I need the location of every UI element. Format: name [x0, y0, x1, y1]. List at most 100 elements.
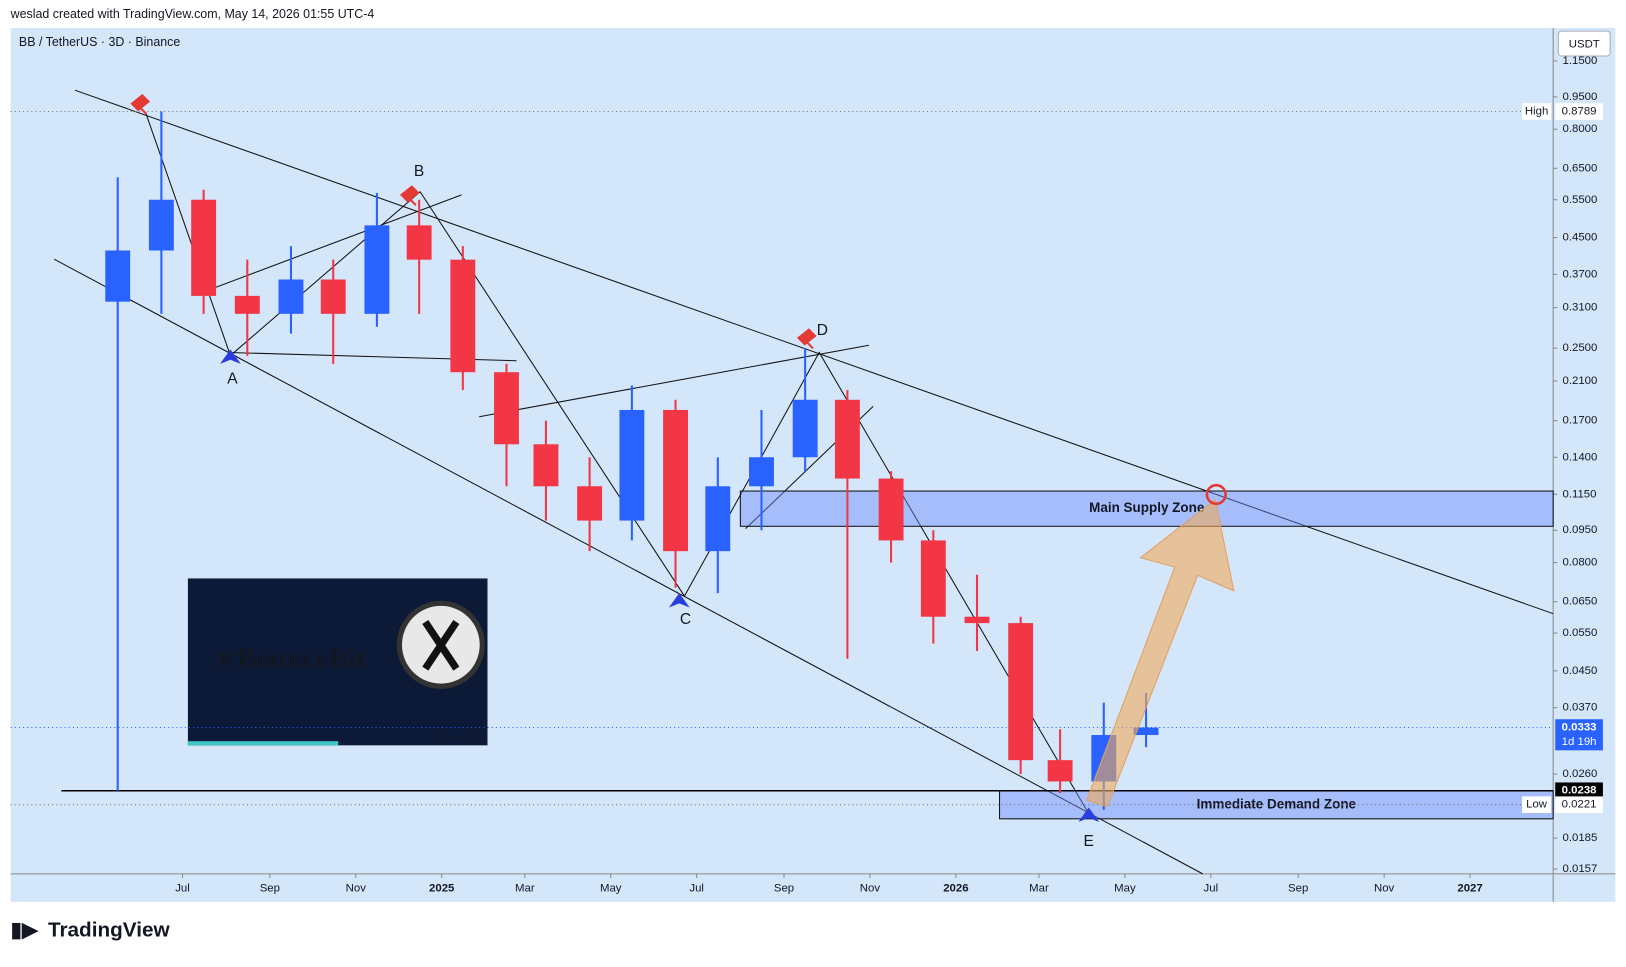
y-tick-label: 0.0650: [1562, 596, 1597, 608]
y-tick-label: 0.1400: [1562, 451, 1597, 463]
trendline: [479, 344, 870, 418]
y-tick-label: 0.6500: [1562, 162, 1597, 174]
price-line-box: [1555, 103, 1603, 120]
trendline: [53, 258, 1204, 875]
price-line-tag: [1522, 796, 1552, 813]
projection-arrow: [1085, 498, 1235, 808]
y-tick-label: 0.0260: [1562, 768, 1597, 780]
y-tick-label: 0.3100: [1562, 302, 1597, 314]
price-line-name: High: [1525, 106, 1548, 118]
currency-box[interactable]: [1557, 30, 1611, 57]
countdown: 1d 19h: [1562, 736, 1597, 748]
logo-image: BounceBit ✕ @ OG Analyst: [187, 578, 488, 746]
buy-marker: [668, 592, 690, 608]
x-tick-label: Nov: [346, 882, 367, 894]
candle-body: [834, 399, 860, 479]
y-tick-label: 0.0800: [1562, 557, 1597, 569]
zone-label: Main Supply Zone: [1089, 500, 1205, 515]
trendline: [193, 194, 462, 296]
candle-body: [320, 279, 346, 314]
candle-body: [705, 486, 731, 552]
y-tick-label: 0.0450: [1562, 665, 1597, 677]
price-line-tag: [1522, 103, 1552, 120]
sell-marker: [399, 185, 420, 206]
price-line-name: Low: [1526, 799, 1548, 811]
x-tick-label: Sep: [1288, 882, 1308, 894]
candle-body: [1008, 623, 1034, 761]
footer-mark: ▮▶: [11, 918, 39, 941]
y-tick-label: 0.3700: [1562, 268, 1597, 280]
y-tick-label: 0.0157: [1562, 863, 1597, 875]
candle-body: [1047, 760, 1073, 782]
y-tick-label: 0.0550: [1562, 627, 1597, 639]
candle-body: [278, 279, 304, 314]
logo-credit: @ OG Analyst: [438, 734, 484, 743]
x-tick-label: Sep: [260, 882, 280, 894]
y-tick-label: 0.9500: [1562, 91, 1597, 103]
currency: USDT: [1569, 39, 1600, 51]
x-tick-label: Sep: [774, 882, 794, 894]
logo-text: BounceBit: [237, 643, 366, 675]
zone-label: Immediate Demand Zone: [1197, 796, 1357, 811]
y-tick-label: 0.1700: [1562, 415, 1597, 427]
candle-body: [494, 372, 519, 445]
current-price-box: [1555, 719, 1603, 751]
y-tick-label: 0.2500: [1562, 342, 1597, 354]
price-line-value: 0.0221: [1562, 799, 1597, 811]
candle-body: [663, 409, 688, 552]
candle-body: [749, 457, 774, 487]
candle-body: [878, 478, 904, 541]
sell-marker: [130, 93, 151, 115]
y-tick-label: 0.0950: [1562, 524, 1597, 536]
candle-body: [364, 225, 390, 314]
x-tick-label: 2027: [1457, 882, 1482, 894]
candle-body: [577, 486, 603, 521]
header: weslad created with TradingView.com, May…: [10, 7, 375, 21]
target-icon: [1205, 483, 1227, 506]
x-tick-label: Nov: [860, 882, 881, 894]
current-price: 0.0333: [1562, 722, 1597, 734]
point-label: B: [414, 163, 424, 180]
support-label-box: [1555, 782, 1603, 800]
logo-x: ✕: [215, 646, 236, 674]
point-label: E: [1084, 833, 1094, 850]
y-tick-label: 0.0370: [1562, 702, 1597, 714]
y-tick-label: 0.2100: [1562, 375, 1597, 387]
x-tick-label: Jul: [175, 882, 190, 894]
candle-body: [533, 444, 559, 487]
candle-body: [406, 225, 432, 260]
candle-body: [191, 199, 217, 296]
candle-body: [148, 199, 174, 251]
x-tick-label: 2025: [429, 882, 455, 894]
candle-body: [619, 409, 645, 521]
price-line-box: [1555, 796, 1603, 813]
chart-background: [10, 27, 1616, 902]
zone: [739, 490, 1554, 527]
buy-marker: [220, 349, 241, 364]
y-tick-label: 0.0185: [1562, 832, 1597, 844]
y-tick-label: 0.4500: [1562, 232, 1597, 244]
candle-body: [964, 616, 990, 624]
x-tick-label: Mar: [1029, 882, 1049, 894]
y-tick-label: 0.1150: [1562, 488, 1596, 500]
zigzag: [144, 111, 1090, 815]
buy-marker: [1078, 807, 1100, 823]
y-tick-label: 0.8000: [1562, 123, 1597, 135]
logo-mark: [422, 619, 460, 671]
x-tick-label: Jul: [689, 882, 704, 894]
x-tick-label: Nov: [1374, 882, 1395, 894]
point-label: D: [817, 322, 828, 339]
candle-body: [920, 540, 946, 617]
chart-title: BB / TetherUS · 3D · Binance: [19, 35, 180, 49]
sell-marker: [796, 328, 817, 350]
candle-body: [792, 399, 818, 458]
candle-body: [1133, 727, 1159, 736]
candle-body: [234, 295, 260, 314]
y-tick-label: 1.1500: [1562, 55, 1597, 67]
support-label: 0.0238: [1562, 785, 1597, 797]
y-tick-label: 0.5500: [1562, 194, 1597, 206]
x-tick-label: May: [600, 882, 622, 894]
logo-bar: [187, 741, 339, 746]
